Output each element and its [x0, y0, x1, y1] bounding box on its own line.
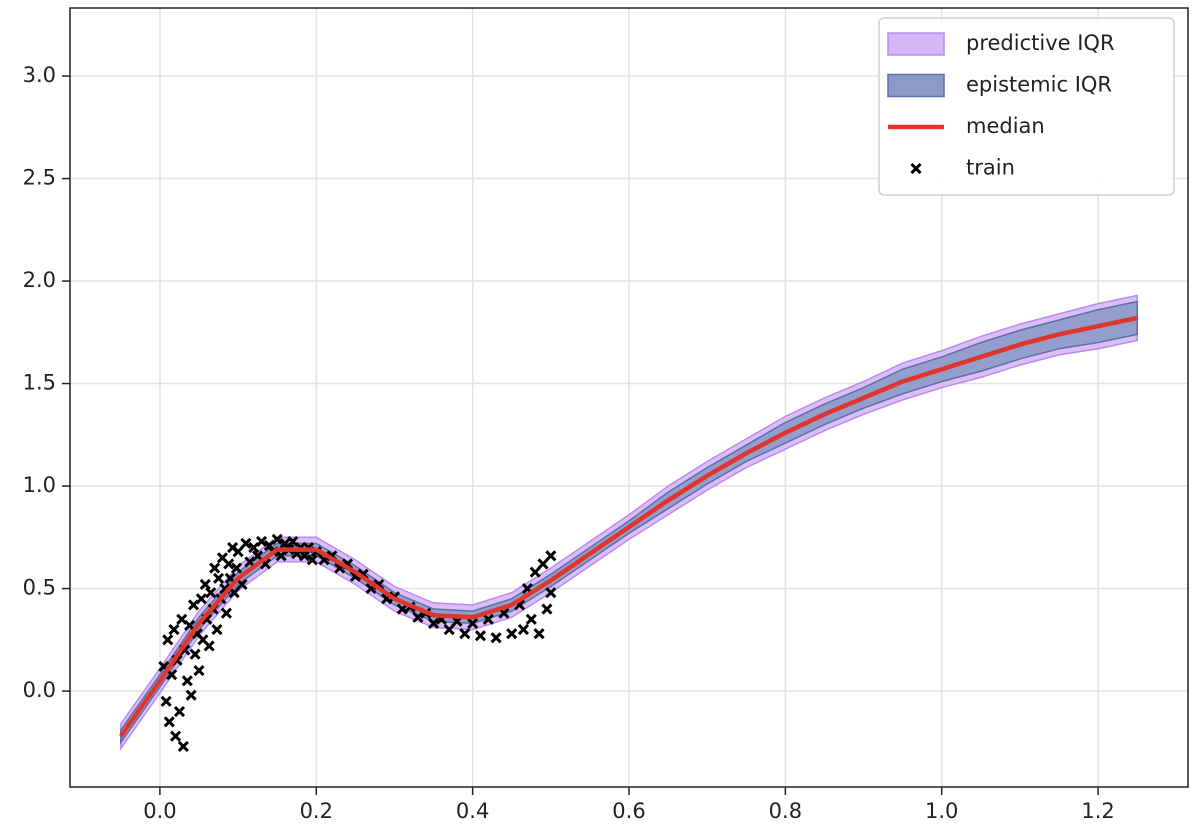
x-tick-label: 0.0 [143, 799, 176, 823]
train-point [173, 705, 186, 718]
train-point [160, 695, 172, 707]
train-point [427, 617, 440, 629]
train-point [177, 740, 189, 752]
train-point [255, 535, 268, 547]
train-point [443, 623, 455, 636]
legend-label: epistemic IQR [966, 73, 1112, 97]
train-point [209, 562, 221, 574]
x-tick-label: 0.6 [612, 799, 645, 823]
train-point [240, 537, 252, 550]
train-point [189, 648, 201, 660]
train-point [220, 607, 232, 619]
train-point [412, 611, 424, 623]
x-tick-label: 0.2 [300, 799, 333, 823]
train-point [545, 587, 557, 599]
median-line [118, 315, 1138, 738]
train-point [185, 689, 197, 701]
train-point [181, 675, 193, 687]
y-tick-label: 1.0 [23, 473, 56, 497]
legend-label: median [966, 114, 1045, 138]
train-point [212, 572, 225, 584]
train-point [271, 533, 283, 545]
legend: predictive IQR epistemic IQR median train [878, 17, 1175, 196]
train-point [474, 630, 487, 642]
y-tick-label: 1.5 [23, 371, 56, 395]
train-point [211, 623, 223, 636]
train-point [533, 628, 545, 640]
train-point [490, 632, 502, 644]
y-tick-label: 2.0 [23, 268, 56, 292]
train-point [195, 593, 207, 605]
train-point [467, 617, 479, 629]
train-point [459, 628, 471, 640]
train-point [306, 554, 318, 566]
train-point [541, 603, 553, 615]
train-point [506, 628, 518, 640]
train-point [537, 558, 549, 570]
train-point [184, 619, 196, 632]
train-point [230, 562, 243, 574]
train-point [482, 613, 494, 625]
train-point [529, 566, 541, 578]
train-point [199, 578, 211, 591]
train-point [163, 716, 175, 728]
train-point [236, 578, 248, 591]
y-tick-label: 2.5 [23, 166, 56, 190]
train-point [545, 550, 557, 562]
train-point [168, 623, 180, 636]
train-point [396, 603, 408, 615]
plot-data [118, 294, 1138, 752]
train-point [298, 550, 311, 562]
y-tick-label: 3.0 [23, 63, 56, 87]
y-tick-label: 0.0 [23, 678, 56, 702]
train-point [205, 587, 217, 599]
train-point [162, 634, 174, 646]
legend-swatch [910, 162, 922, 175]
train-point [525, 613, 537, 625]
legend-label: predictive IQR [966, 31, 1115, 55]
x-tick-label: 1.2 [1081, 799, 1114, 823]
x-tick-label: 1.0 [925, 799, 958, 823]
legend-box [878, 17, 1175, 196]
train-point [193, 664, 205, 677]
y-tick-label: 0.5 [23, 576, 56, 600]
axes: 0.0 0.2 0.4 0.6 0.8 1.0 1.2 0.0 0.5 1.0 1.5 2.0 2.5 3… [23, 63, 1115, 823]
train-point [169, 730, 182, 742]
train-point [232, 546, 244, 558]
x-tick-label: 0.4 [456, 799, 489, 823]
legend-swatch [887, 73, 945, 98]
train-point [223, 558, 235, 570]
train-point [517, 623, 530, 636]
train-point [252, 550, 264, 562]
x-tick-label: 0.8 [769, 799, 802, 823]
legend-label: train [966, 156, 1015, 180]
train-point [203, 640, 215, 652]
legend-swatch [887, 32, 945, 56]
train-point [279, 537, 291, 550]
